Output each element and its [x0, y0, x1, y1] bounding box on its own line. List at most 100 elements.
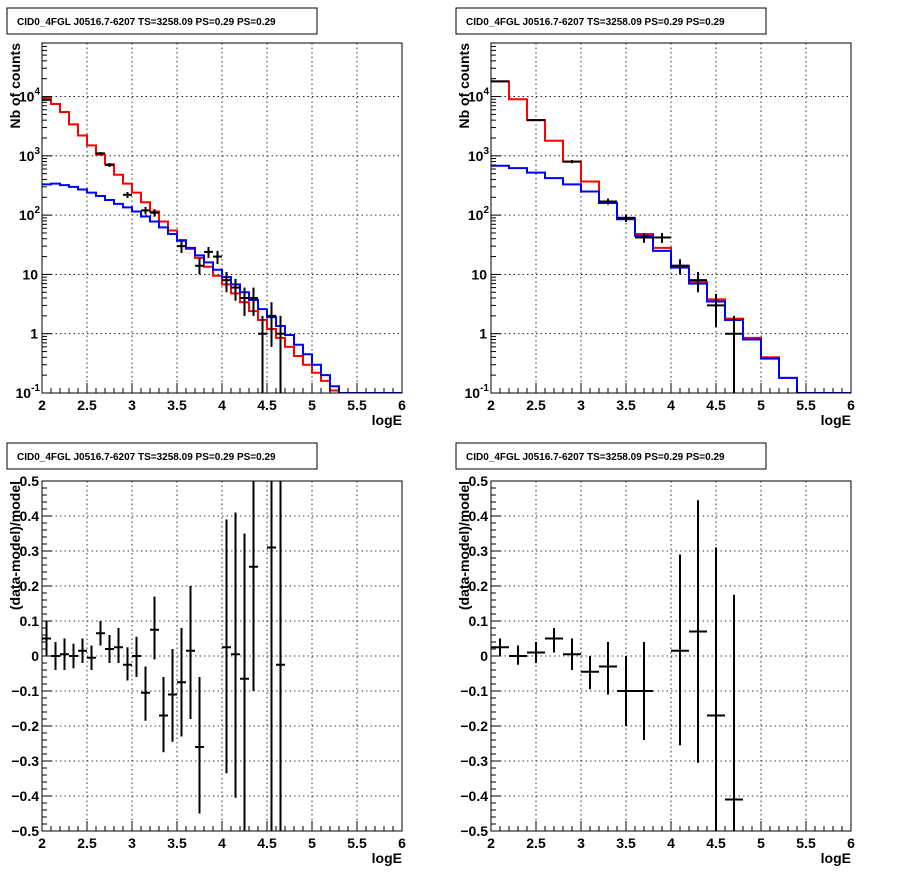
y-tick-label: 1: [479, 326, 487, 342]
data-point: [132, 636, 141, 677]
y-tick-label: 10-1: [465, 383, 490, 401]
y-tick-label: 0: [480, 648, 488, 664]
data-point: [653, 232, 671, 243]
x-tick-label: 3.5: [616, 835, 636, 851]
x-tick-label: 5.5: [796, 835, 816, 851]
data-point: [509, 645, 527, 665]
x-tick-label: 5: [308, 835, 316, 851]
x-tick-label: 5.5: [347, 397, 367, 413]
data-point: [213, 250, 222, 264]
x-tick-label: 3: [577, 835, 585, 851]
data-point: [87, 645, 96, 670]
data-point: [276, 481, 285, 831]
y-tick-mantissa: 10: [468, 148, 484, 164]
x-axis-label: logE: [372, 850, 402, 866]
data-point: [96, 621, 105, 646]
x-tick-label: 3.5: [616, 397, 636, 413]
data-point: [150, 596, 159, 660]
chart-panel-3: CID0_4FGL J0516.7-6207 TS=3258.09 PS=0.2…: [6, 442, 406, 866]
chart-title-box: [6, 442, 318, 470]
y-tick-label: 0.3: [20, 543, 40, 559]
chart-title: CID0_4FGL J0516.7-6207 TS=3258.09 PS=0.2…: [466, 17, 725, 28]
x-tick-label: 2.5: [526, 397, 546, 413]
y-tick-mantissa: 10: [471, 266, 487, 282]
y-tick-label: −0.4: [11, 788, 39, 804]
y-tick-label: 0.1: [20, 613, 40, 629]
x-tick-label: 6: [847, 835, 855, 851]
y-tick-exponent: 3: [483, 146, 489, 157]
y-tick-label: 10: [471, 266, 487, 282]
y-tick-label: 0.5: [469, 473, 489, 489]
series-line-1: [42, 96, 402, 393]
x-tick-label: 5.5: [796, 397, 816, 413]
data-point: [105, 163, 114, 167]
data-point: [258, 315, 267, 393]
data-point: [563, 638, 581, 670]
data-point: [69, 643, 78, 669]
y-tick-label: 102: [19, 205, 41, 223]
data-point: [725, 315, 743, 393]
data-point: [177, 240, 186, 253]
data-point: [581, 656, 599, 690]
y-axis-label: Nb of counts: [456, 43, 472, 129]
x-tick-label: 2: [38, 397, 46, 413]
data-point: [168, 649, 177, 742]
data-point: [635, 642, 653, 740]
data-point: [563, 160, 581, 164]
x-tick-label: 6: [398, 835, 406, 851]
data-point: [222, 271, 231, 293]
series-line-2: [42, 182, 402, 393]
y-tick-mantissa: 10: [19, 148, 35, 164]
data-point: [78, 638, 87, 663]
data-point: [527, 119, 545, 122]
y-tick-label: 1: [30, 326, 38, 342]
data-point: [123, 192, 132, 198]
x-tick-label: 4.5: [257, 397, 277, 413]
y-tick-label: 0.3: [469, 543, 489, 559]
y-tick-label: 0.4: [469, 508, 489, 524]
x-axis-label: logE: [821, 412, 851, 428]
y-tick-label: −0.1: [11, 683, 39, 699]
y-tick-label: −0.4: [460, 788, 488, 804]
x-tick-label: 2: [38, 835, 46, 851]
data-point: [231, 278, 240, 301]
y-axis-label: Nb of counts: [7, 43, 23, 129]
data-point: [267, 302, 276, 347]
data-point: [123, 647, 132, 681]
x-tick-label: 4: [667, 835, 675, 851]
x-tick-label: 3: [128, 397, 136, 413]
data-point: [42, 621, 51, 656]
y-tick-label: 0.4: [20, 508, 40, 524]
x-tick-label: 4.5: [257, 835, 277, 851]
y-tick-mantissa: 10: [16, 385, 32, 401]
data-point: [150, 209, 159, 217]
y-tick-exponent: -1: [31, 383, 40, 394]
data-point: [599, 198, 617, 205]
data-point: [707, 293, 725, 327]
data-point: [249, 287, 258, 316]
data-point: [527, 642, 545, 663]
y-tick-mantissa: 10: [465, 385, 481, 401]
chart-title-box: [6, 7, 318, 35]
x-tick-label: 4: [667, 397, 675, 413]
x-tick-label: 2.5: [77, 397, 97, 413]
data-point: [635, 232, 653, 243]
x-tick-label: 5: [757, 835, 765, 851]
plot-area: [491, 500, 743, 831]
series-line-2: [491, 164, 851, 393]
data-point: [276, 315, 285, 393]
y-tick-exponent: 2: [34, 205, 40, 216]
y-tick-label: 0.1: [469, 613, 489, 629]
data-point: [195, 677, 204, 814]
data-point: [195, 257, 204, 275]
data-point: [240, 287, 249, 316]
data-point: [249, 481, 258, 691]
y-tick-exponent: 3: [34, 146, 40, 157]
x-tick-label: 2: [487, 835, 495, 851]
data-point: [689, 271, 707, 293]
y-tick-label: −0.2: [460, 718, 488, 734]
data-point: [186, 586, 195, 719]
x-axis-label: logE: [821, 850, 851, 866]
y-tick-mantissa: 10: [22, 266, 38, 282]
